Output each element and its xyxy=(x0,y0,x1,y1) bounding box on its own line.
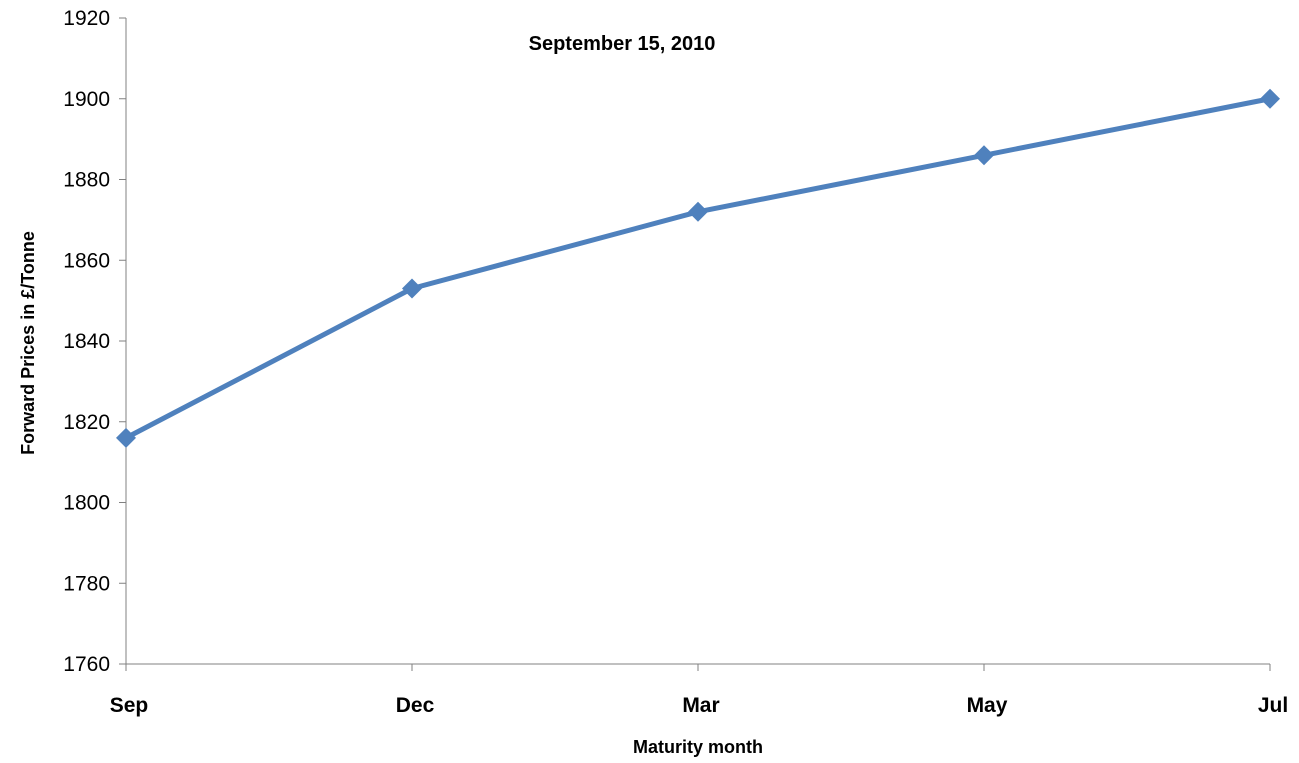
data-point-marker xyxy=(116,427,136,448)
series-line xyxy=(123,96,1273,441)
chart-title: September 15, 2010 xyxy=(529,33,716,55)
x-tick-label: Mar xyxy=(682,694,719,717)
y-axis-ticks: 1760 1780 1800 1820 1840 1860 1880 1900 1920 xyxy=(63,7,126,676)
y-tick-label: 1920 xyxy=(63,7,110,30)
data-point-marker xyxy=(1260,88,1280,109)
y-tick-label: 1760 xyxy=(63,653,110,676)
x-tick-label: Jul xyxy=(1258,694,1288,717)
x-tick-label: May xyxy=(967,694,1008,717)
y-axis-title: Forward Prices in £/Tonne xyxy=(18,231,38,455)
y-tick-label: 1800 xyxy=(63,492,110,515)
y-tick-label: 1880 xyxy=(63,169,110,192)
x-axis-title: Maturity month xyxy=(633,737,763,757)
axes xyxy=(125,18,1270,665)
y-tick-label: 1840 xyxy=(63,330,110,353)
x-tick-label: Sep xyxy=(110,694,149,717)
series-layer xyxy=(116,88,1280,448)
data-point-marker xyxy=(974,145,994,166)
data-point-marker xyxy=(688,201,708,222)
y-tick-label: 1860 xyxy=(63,249,110,272)
y-tick-label: 1900 xyxy=(63,88,110,111)
x-axis-ticks: Sep Dec Mar May Jul xyxy=(110,664,1288,717)
x-tick-label: Dec xyxy=(396,694,435,717)
y-tick-label: 1780 xyxy=(63,572,110,595)
data-point-marker xyxy=(402,278,422,299)
y-tick-label: 1820 xyxy=(63,411,110,434)
